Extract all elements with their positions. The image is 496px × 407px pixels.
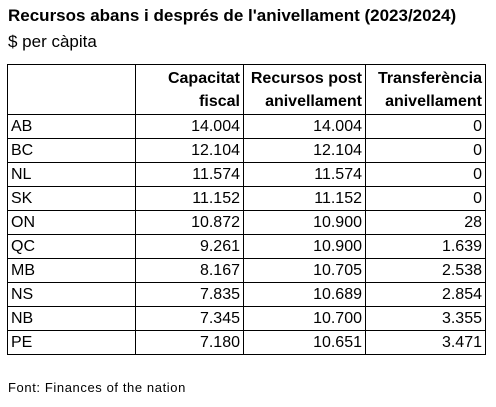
table-body: AB 14.004 14.004 0 BC 12.104 12.104 0 NL 11.574 11…	[7, 114, 486, 355]
capacitat-fiscal-cell: 7.835	[135, 282, 244, 307]
header-line: fiscal	[199, 93, 240, 110]
row-label-cell: NS	[7, 282, 136, 307]
header-line: anivellament	[385, 93, 482, 110]
recursos-post-cell: 10.651	[243, 330, 366, 355]
table-row: MB 8.167 10.705 2.538	[7, 258, 486, 283]
transferencia-cell: 0	[365, 186, 486, 211]
row-label-cell: QC	[7, 234, 136, 259]
header-empty	[7, 64, 136, 115]
header-row: Capacitat fiscal Recursos post anivellam…	[7, 64, 486, 115]
capacitat-fiscal-cell: 11.574	[135, 162, 244, 187]
recursos-post-cell: 10.700	[243, 306, 366, 331]
recursos-post-cell: 12.104	[243, 138, 366, 163]
capacitat-fiscal-cell: 7.345	[135, 306, 244, 331]
capacitat-fiscal-cell: 12.104	[135, 138, 244, 163]
table-row: NB 7.345 10.700 3.355	[7, 306, 486, 331]
transferencia-cell: 0	[365, 162, 486, 187]
transferencia-cell: 0	[365, 138, 486, 163]
transferencia-cell: 1.639	[365, 234, 486, 259]
table-row: NL 11.574 11.574 0	[7, 162, 486, 187]
table-row: AB 14.004 14.004 0	[7, 114, 486, 139]
capacitat-fiscal-cell: 9.261	[135, 234, 244, 259]
capacitat-fiscal-cell: 14.004	[135, 114, 244, 139]
transferencia-cell: 2.538	[365, 258, 486, 283]
table-row: BC 12.104 12.104 0	[7, 138, 486, 163]
recursos-post-cell: 14.004	[243, 114, 366, 139]
capacitat-fiscal-cell: 10.872	[135, 210, 244, 235]
row-label-cell: BC	[7, 138, 136, 163]
capacitat-fiscal-cell: 8.167	[135, 258, 244, 283]
page-subtitle: $ per càpita	[8, 32, 97, 51]
recursos-post-cell: 10.705	[243, 258, 366, 283]
table-row: NS 7.835 10.689 2.854	[7, 282, 486, 307]
recursos-post-cell: 10.689	[243, 282, 366, 307]
recursos-post-cell: 10.900	[243, 210, 366, 235]
row-label-cell: AB	[7, 114, 136, 139]
transferencia-cell: 0	[365, 114, 486, 139]
page-title: Recursos abans i després de l'anivellame…	[8, 6, 457, 25]
row-label-cell: MB	[7, 258, 136, 283]
table-row: PE 7.180 10.651 3.471	[7, 330, 486, 355]
row-label-cell: SK	[7, 186, 136, 211]
header-line: anivellament	[265, 93, 362, 110]
table-row: ON 10.872 10.900 28	[7, 210, 486, 235]
row-label-cell: NB	[7, 306, 136, 331]
header-line: Transferència	[377, 70, 482, 87]
source-note: Font: Finances of the nation	[8, 380, 186, 395]
header-recursos-post: Recursos post anivellament	[243, 64, 366, 115]
header-transferencia: Transferència anivellament	[365, 64, 486, 115]
row-label-cell: ON	[7, 210, 136, 235]
data-table: Capacitat fiscal Recursos post anivellam…	[7, 64, 486, 355]
row-label-cell: PE	[7, 330, 136, 355]
transferencia-cell: 3.471	[365, 330, 486, 355]
recursos-post-cell: 11.152	[243, 186, 366, 211]
table-row: QC 9.261 10.900 1.639	[7, 234, 486, 259]
row-label-cell: NL	[7, 162, 136, 187]
capacitat-fiscal-cell: 11.152	[135, 186, 244, 211]
transferencia-cell: 28	[365, 210, 486, 235]
recursos-post-cell: 11.574	[243, 162, 366, 187]
header-line: Capacitat	[167, 70, 240, 87]
table-row: SK 11.152 11.152 0	[7, 186, 486, 211]
header-capacitat-fiscal: Capacitat fiscal	[135, 64, 244, 115]
recursos-post-cell: 10.900	[243, 234, 366, 259]
capacitat-fiscal-cell: 7.180	[135, 330, 244, 355]
header-line: Recursos post	[250, 70, 362, 87]
transferencia-cell: 3.355	[365, 306, 486, 331]
transferencia-cell: 2.854	[365, 282, 486, 307]
